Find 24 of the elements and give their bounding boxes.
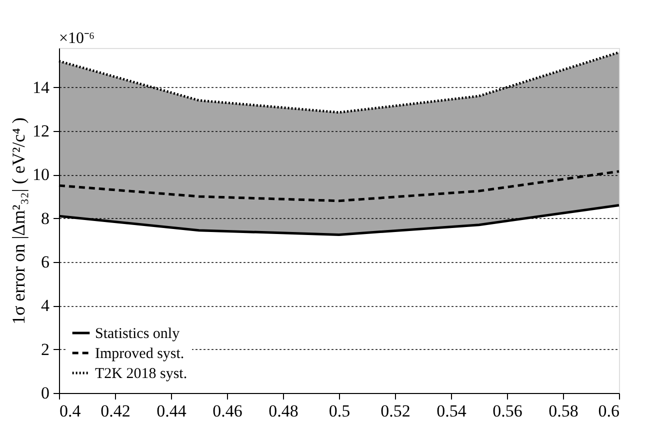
- x-tick-label: 0.44: [156, 402, 187, 420]
- y-tick-label: 2: [41, 340, 50, 359]
- x-tick-label: 0.52: [380, 402, 410, 420]
- x-tick-label: 0.46: [212, 402, 242, 420]
- x-tick-label: 0.54: [436, 402, 467, 420]
- x-tick-label: 0.5: [328, 402, 350, 420]
- legend-label: Statistics only: [95, 326, 180, 342]
- x-tick-label: 0.58: [548, 402, 578, 420]
- x-tick-label: 0.6: [598, 402, 620, 420]
- y-tick-label: 0: [41, 384, 50, 402]
- y-tick-label: 4: [41, 296, 50, 316]
- y-axis-title: 1σ error on |Δm²₃₂| ( eV²/c⁴ ): [8, 117, 28, 325]
- legend-label: Improved syst.: [95, 346, 184, 362]
- y-tick-label: 8: [41, 208, 50, 228]
- text: ×10⁻⁶: [59, 30, 95, 47]
- x-tick-label: 0.42: [100, 402, 130, 420]
- x-tick-label: 0.4: [60, 402, 82, 420]
- x-tick-label: 0.48: [268, 402, 298, 420]
- y-tick-label: 10: [32, 165, 50, 184]
- y-tick-label: 6: [41, 252, 50, 272]
- y-tick-label: 12: [32, 121, 50, 140]
- x-tick-label: 0.56: [492, 402, 522, 420]
- legend-label: T2K 2018 syst.: [95, 366, 188, 382]
- y-tick-label: 14: [32, 78, 50, 97]
